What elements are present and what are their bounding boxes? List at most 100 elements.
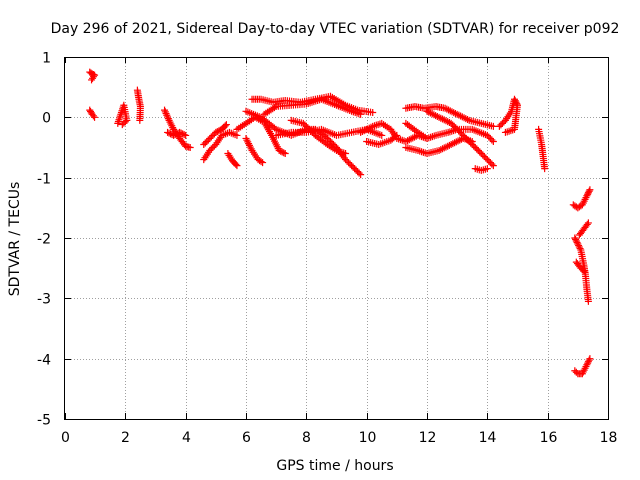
data-point (405, 136, 413, 144)
data-point (441, 104, 449, 112)
data-point (483, 156, 491, 164)
data-point (446, 107, 454, 115)
data-point (280, 149, 288, 157)
x-tick-label: 0 (61, 430, 70, 446)
data-point (440, 116, 448, 124)
data-point (170, 131, 178, 139)
data-point (583, 361, 591, 369)
data-point (423, 107, 431, 115)
data-point (583, 192, 591, 200)
x-tick-label: 2 (121, 430, 130, 446)
data-point (450, 109, 458, 117)
data-point (575, 243, 583, 251)
data-point (468, 140, 476, 148)
data-point (457, 112, 465, 120)
data-point (173, 130, 181, 138)
data-point (176, 128, 184, 136)
data-point (450, 122, 458, 130)
data-point (445, 141, 453, 149)
data-point (354, 168, 362, 176)
y-axis-label: SDTVAR / TECUs (7, 182, 23, 297)
data-point (445, 106, 453, 114)
data-point (583, 220, 591, 228)
data-point (443, 105, 451, 113)
data-point (245, 141, 253, 149)
x-tick-label: 4 (182, 430, 191, 446)
data-point (572, 237, 580, 245)
data-point (299, 119, 307, 127)
data-point (201, 139, 209, 147)
data-point (215, 127, 223, 135)
data-point (120, 119, 128, 127)
data-point (136, 116, 144, 124)
data-point (453, 125, 461, 133)
data-point (584, 219, 592, 227)
data-point (247, 145, 255, 153)
data-point (209, 144, 217, 151)
data-point (448, 108, 456, 116)
data-point (275, 147, 283, 155)
data-point (497, 121, 505, 129)
data-point (449, 140, 457, 148)
data-point (464, 115, 472, 123)
data-point (480, 153, 488, 161)
data-point (404, 137, 412, 145)
data-point (489, 162, 497, 170)
data-point (444, 142, 452, 150)
data-point (186, 144, 194, 151)
data-point (585, 356, 593, 364)
data-point (576, 245, 584, 253)
y-tick-label: -2 (37, 232, 51, 248)
data-point (342, 150, 350, 158)
data-point (454, 137, 462, 145)
data-point (442, 143, 450, 151)
data-point (452, 124, 460, 132)
data-point (477, 150, 485, 158)
data-point (246, 143, 254, 151)
data-point (541, 165, 549, 173)
data-point (232, 160, 240, 168)
data-point (580, 267, 588, 275)
data-point (412, 127, 420, 135)
data-point (308, 128, 316, 136)
y-tick-label: 1 (42, 51, 51, 67)
data-point (209, 131, 217, 139)
data-point (369, 109, 377, 117)
data-point (460, 114, 468, 122)
data-point (164, 128, 172, 136)
data-point (349, 163, 357, 171)
data-point (270, 124, 278, 132)
x-tick-label: 6 (242, 430, 251, 446)
data-point (88, 76, 96, 84)
data-point (402, 137, 410, 145)
data-point (177, 129, 185, 137)
data-point (161, 108, 169, 116)
data-point (485, 133, 493, 141)
data-point (206, 134, 214, 142)
data-point (165, 129, 173, 137)
data-point (488, 160, 496, 168)
data-point (512, 98, 520, 106)
data-point (245, 140, 253, 148)
data-point (571, 367, 579, 375)
data-point (451, 109, 459, 117)
data-point (355, 169, 363, 177)
data-point (391, 133, 399, 141)
data-point (182, 131, 190, 139)
data-point (447, 140, 455, 148)
data-point (571, 234, 579, 242)
data-point (428, 110, 436, 118)
data-point (358, 128, 366, 136)
data-point (164, 113, 172, 121)
data-point (180, 131, 188, 139)
data-point (326, 137, 334, 145)
x-tick-label: 8 (302, 430, 311, 446)
data-point (483, 165, 491, 173)
data-point (584, 190, 592, 198)
data-point (458, 113, 466, 121)
data-point (233, 131, 241, 139)
data-point (365, 124, 373, 132)
data-point (281, 150, 289, 158)
x-tick-label: 10 (359, 430, 377, 446)
